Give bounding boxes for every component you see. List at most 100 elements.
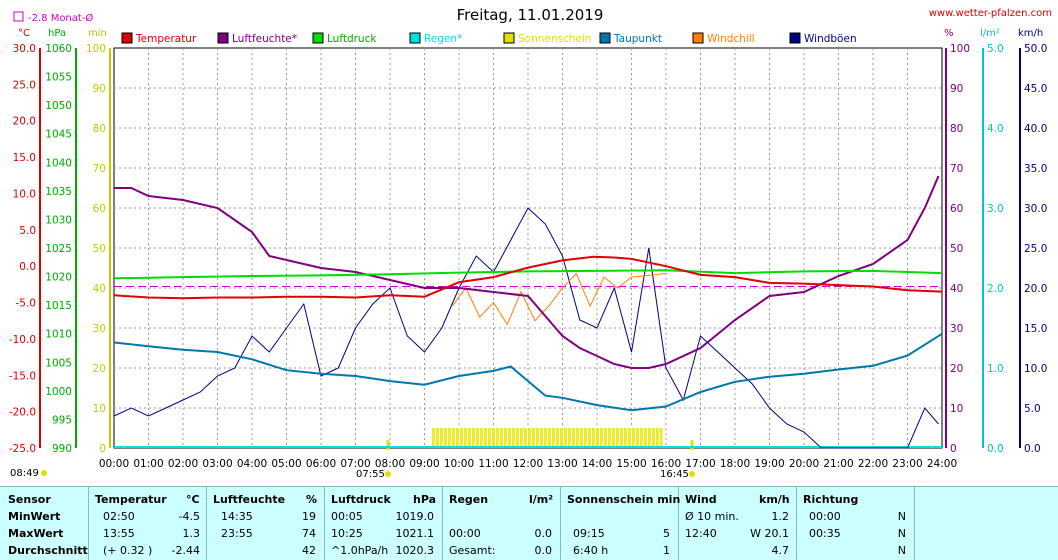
hdr-wind-unit: km/h <box>759 493 790 506</box>
legend-label: Luftdruck <box>327 33 377 45</box>
hdr-rain: Regen <box>449 493 489 506</box>
summary-cell-s-val: 1 <box>663 544 670 557</box>
summary-cell-t-val: -2.44 <box>171 544 200 557</box>
press-axis-tick-label: 1045 <box>45 129 72 141</box>
wind-axis-tick-label: 25.0 <box>1024 243 1047 255</box>
wind-axis-tick-label: 15.0 <box>1024 323 1047 335</box>
sun-axis-tick-label: 30 <box>93 323 106 335</box>
wind-axis-tick-label: 10.0 <box>1024 363 1047 375</box>
summary-col-wind <box>678 487 797 560</box>
sun-axis-tick-label: 10 <box>93 403 106 415</box>
chart-axes: 00:00 01:00 02:00 03:00 04:00 05:00 06:00 07:00… <box>9 43 1048 470</box>
series-luftfeuchte <box>114 175 940 369</box>
summary-cell-label: Durchschnitt <box>8 544 88 557</box>
time-tick-label: 08:00 <box>375 458 405 470</box>
press-axis-tick-label: 990 <box>52 443 72 455</box>
rain-axis-tick-label: 1.0 <box>987 363 1004 375</box>
time-tick-label: 24:00 <box>927 458 957 470</box>
pct-axis-tick-label: 60 <box>950 203 963 215</box>
site-url[interactable]: www.wetter-pfalzen.com <box>929 8 1052 19</box>
chart-grid <box>113 47 943 449</box>
time-tick-label: 07:00 <box>340 458 370 470</box>
summary-cell-t-val: -4.5 <box>178 510 200 523</box>
time-tick-label: 12:00 <box>513 458 543 470</box>
sunrise-sun-icon <box>41 470 47 476</box>
press-axis-tick-label: 1025 <box>45 243 72 255</box>
sun-axis-tick-label: 90 <box>93 83 106 95</box>
summary-cell-d-time: 00:00 <box>809 510 841 523</box>
temp-axis-tick-label: 10.0 <box>13 188 36 200</box>
temp-axis-tick-label: 15.0 <box>13 152 36 164</box>
legend-swatch <box>503 32 515 44</box>
legend-label: Windböen <box>804 33 857 45</box>
series-luftdruck <box>113 269 943 280</box>
legend-label: Luftfeuchte* <box>232 33 297 45</box>
sun-axis-tick-label: 100 <box>86 43 106 55</box>
time-tick-label: 10:00 <box>444 458 474 470</box>
wind-axis-tick-label: 40.0 <box>1024 123 1047 135</box>
legend-swatch <box>312 32 324 44</box>
summary-cell-p-val: 1020.3 <box>395 544 435 557</box>
summary-cell-r-time: Gesamt: <box>449 544 496 557</box>
summary-cell-t-time: (+ 0.32 ) <box>103 544 153 557</box>
wind-axis-tick-label: 0.0 <box>1024 443 1041 455</box>
legend-swatch <box>692 32 704 44</box>
summary-col-temp <box>88 487 207 560</box>
press-axis-tick-label: 1030 <box>45 214 72 226</box>
time-tick-label: 16:00 <box>651 458 681 470</box>
temp-axis-tick-label: -15.0 <box>9 370 36 382</box>
press-axis-tick-label: 1035 <box>45 186 72 198</box>
hdr-temp: Temperatur <box>95 493 167 506</box>
summary-cell-h-val: 42 <box>302 544 316 557</box>
press-axis-tick-label: 995 <box>52 414 72 426</box>
pct-axis-tick-label: 70 <box>950 163 963 175</box>
weather-chart: 00:00 01:00 02:00 03:00 04:00 05:00 06:00 07:00… <box>9 6 1052 480</box>
summary-col-sun <box>560 487 679 560</box>
press-unit: hPa <box>48 28 66 39</box>
temp-axis-tick-label: -5.0 <box>16 298 37 310</box>
summary-cell-t-time: 02:50 <box>103 510 135 523</box>
summary-cell-t-val: 1.3 <box>182 527 201 540</box>
summary-cell-label: MaxWert <box>8 527 64 540</box>
summary-cell-p-time: ^1.0hPa/h <box>331 544 389 557</box>
pct-axis-tick-label: 40 <box>950 283 963 295</box>
hdr-dir: Richtung <box>803 493 859 506</box>
summary-cell-d-val: N <box>897 527 906 540</box>
hdr-temp-unit: °C <box>186 493 200 506</box>
time-tick-label: 11:00 <box>478 458 508 470</box>
summary-cell-s-time: 09:15 <box>573 527 605 540</box>
wind-axis-tick-label: 30.0 <box>1024 203 1047 215</box>
summary-col-press <box>324 487 443 560</box>
summary-col-dir <box>796 487 915 560</box>
summary-cell-r-val: 0.0 <box>534 544 553 557</box>
time-tick-label: 17:00 <box>685 458 715 470</box>
press-axis-tick-label: 1040 <box>45 157 72 169</box>
legend-swatch <box>409 32 421 44</box>
summary-cell-w-val: W 20.1 <box>750 527 789 540</box>
series-temperatur <box>113 255 943 300</box>
time-tick-label: 23:00 <box>892 458 922 470</box>
legend-label: Temperatur <box>135 33 197 45</box>
series-windböen <box>113 207 939 449</box>
chart-legend: Temperatur Luftfeuchte* Luftdruck Regen* Son… <box>121 32 857 45</box>
legend-swatch <box>789 32 801 44</box>
sunrise-label: 08:49 <box>10 468 39 479</box>
summary-cell-d-time: 00:35 <box>809 527 841 540</box>
temp-axis-tick-label: -20.0 <box>9 407 36 419</box>
summary-cell-w-val: 4.7 <box>771 544 790 557</box>
summary-cell-h-val: 74 <box>302 527 316 540</box>
summary-cell-p-val: 1019.0 <box>395 510 435 523</box>
sunrise-chart-label: 07:55 <box>356 469 385 480</box>
legend-label: Taupunkt <box>613 33 662 45</box>
legend-swatch <box>599 32 611 44</box>
hdr-sensor: Sensor <box>8 493 51 506</box>
press-axis-tick-label: 1000 <box>45 386 72 398</box>
summary-cell-h-val: 19 <box>302 510 316 523</box>
pct-axis-tick-label: 90 <box>950 83 963 95</box>
rain-axis-tick-label: 2.0 <box>987 283 1004 295</box>
summary-cell-s-val: 5 <box>663 527 670 540</box>
pct-axis-tick-label: 30 <box>950 323 963 335</box>
hdr-hum-unit: % <box>306 493 318 506</box>
series-windchill <box>451 272 667 326</box>
temp-axis-tick-label: 5.0 <box>19 225 36 237</box>
